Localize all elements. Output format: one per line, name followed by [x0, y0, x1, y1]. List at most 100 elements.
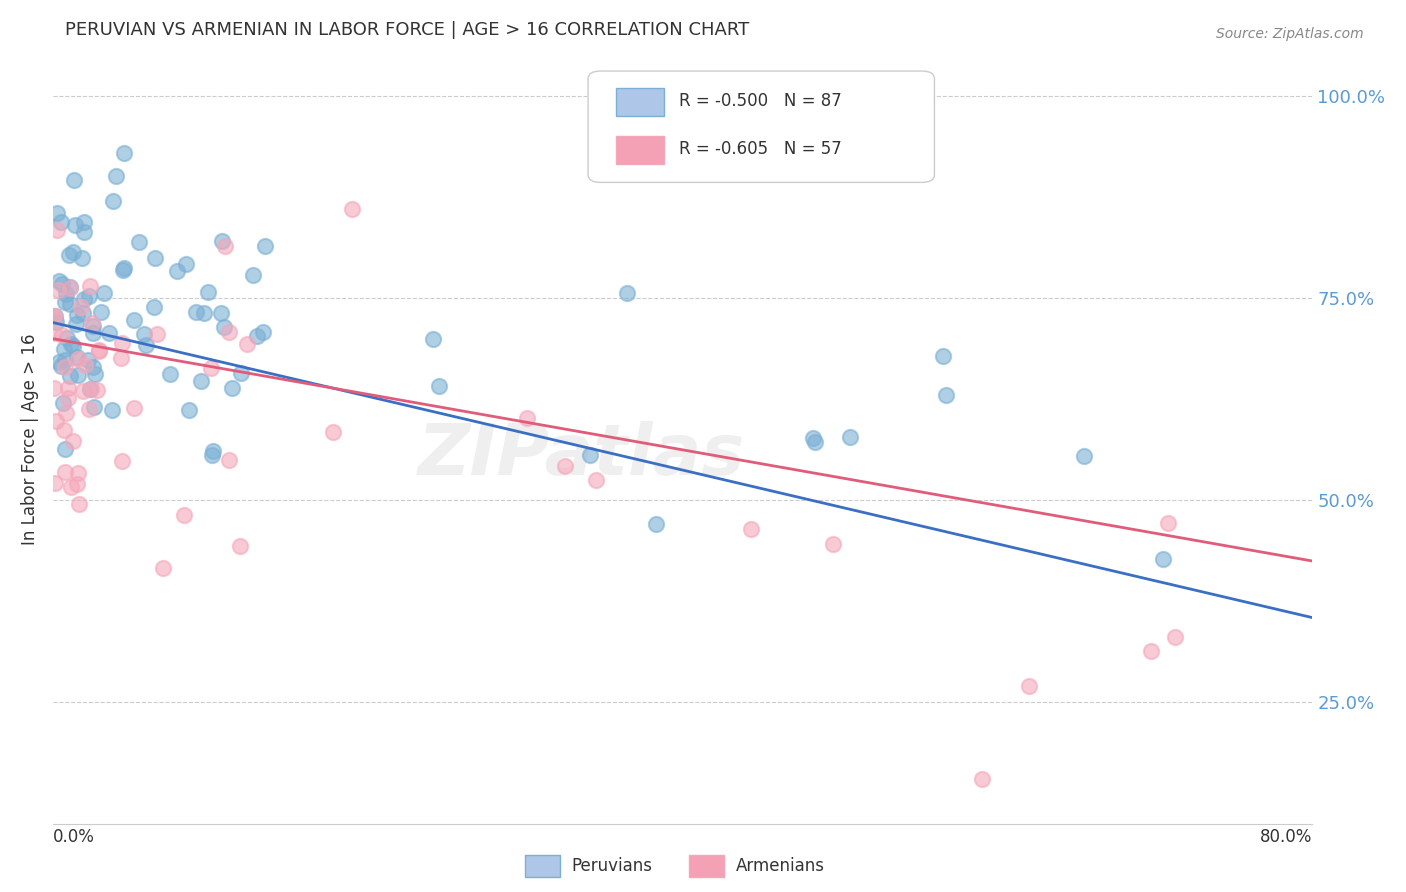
Point [740, 522, 762, 536]
Point [174, 257, 197, 271]
Point [59, 336, 82, 351]
Point [214, 238, 236, 252]
Point [122, 401, 145, 416]
Point [146, 327, 169, 342]
Point [184, 305, 207, 319]
Point [63, 172, 86, 186]
Point [101, 194, 124, 209]
Text: 80.0%: 80.0% [1260, 828, 1312, 846]
Point [645, 516, 668, 531]
Point [177, 403, 200, 417]
Point [236, 337, 259, 351]
Point [135, 338, 157, 352]
Point [45, 414, 67, 428]
Point [839, 430, 862, 444]
Point [422, 332, 444, 346]
Point [340, 202, 363, 217]
Point [60, 480, 83, 494]
Point [66, 368, 89, 382]
Point [53, 423, 76, 437]
Point [59, 281, 82, 295]
Point [51, 277, 73, 292]
Point [143, 300, 166, 314]
Point [82, 326, 104, 340]
Point [93, 285, 115, 300]
Point [242, 268, 264, 283]
Point [1073, 449, 1095, 463]
Point [579, 448, 602, 462]
Text: 0.0%: 0.0% [52, 828, 94, 846]
Point [83, 367, 105, 381]
Point [65, 351, 87, 365]
Point [152, 561, 174, 575]
Point [1018, 679, 1040, 693]
Point [62, 339, 84, 353]
Point [87, 343, 110, 357]
Point [322, 425, 344, 439]
Point [201, 444, 224, 458]
Point [112, 145, 135, 160]
Point [931, 349, 953, 363]
Point [67, 497, 90, 511]
Point [73, 359, 96, 373]
Point [229, 540, 252, 554]
Point [59, 368, 82, 383]
Point [212, 319, 235, 334]
Point [159, 367, 181, 381]
Point [72, 225, 94, 239]
Point [1152, 551, 1174, 566]
Point [83, 400, 105, 414]
Point [62, 244, 84, 259]
Text: ZIPatlas: ZIPatlas [418, 421, 745, 490]
Point [111, 454, 134, 468]
Point [59, 296, 82, 310]
Point [52, 396, 75, 410]
Point [65, 317, 87, 331]
Point [97, 326, 120, 340]
Point [79, 382, 101, 396]
Point [44, 326, 66, 340]
Text: R = -0.605   N = 57: R = -0.605 N = 57 [679, 140, 841, 159]
Point [254, 238, 277, 252]
Point [935, 388, 957, 402]
Point [193, 305, 215, 319]
Point [90, 305, 112, 319]
Point [44, 381, 66, 395]
Point [44, 476, 66, 491]
Point [79, 278, 101, 293]
Bar [524, 855, 561, 877]
Point [209, 306, 232, 320]
Point [55, 406, 77, 420]
Point [1140, 644, 1163, 658]
Point [70, 301, 93, 315]
Point [73, 215, 96, 229]
Point [80, 316, 103, 330]
Bar [616, 136, 664, 164]
Point [1164, 631, 1187, 645]
Point [63, 218, 86, 232]
Point [516, 410, 538, 425]
Point [804, 434, 827, 449]
Point [89, 343, 111, 358]
Point [51, 328, 73, 343]
Point [201, 449, 224, 463]
Point [112, 263, 135, 277]
Point [66, 467, 89, 481]
Point [252, 326, 274, 340]
Point [616, 286, 638, 301]
Point [55, 465, 77, 479]
Text: PERUVIAN VS ARMENIAN IN LABOR FORCE | AGE > 16 CORRELATION CHART: PERUVIAN VS ARMENIAN IN LABOR FORCE | AG… [65, 21, 749, 39]
Y-axis label: In Labor Force | Age > 16: In Labor Force | Age > 16 [21, 334, 39, 546]
Point [122, 313, 145, 327]
Bar [616, 88, 664, 116]
Point [73, 292, 96, 306]
Point [65, 308, 87, 322]
Point [53, 352, 76, 367]
Point [45, 315, 67, 329]
Point [55, 287, 77, 301]
Text: Armenians: Armenians [735, 857, 824, 875]
Point [105, 169, 128, 184]
Point [49, 359, 72, 373]
Point [58, 280, 80, 294]
Point [585, 473, 607, 487]
